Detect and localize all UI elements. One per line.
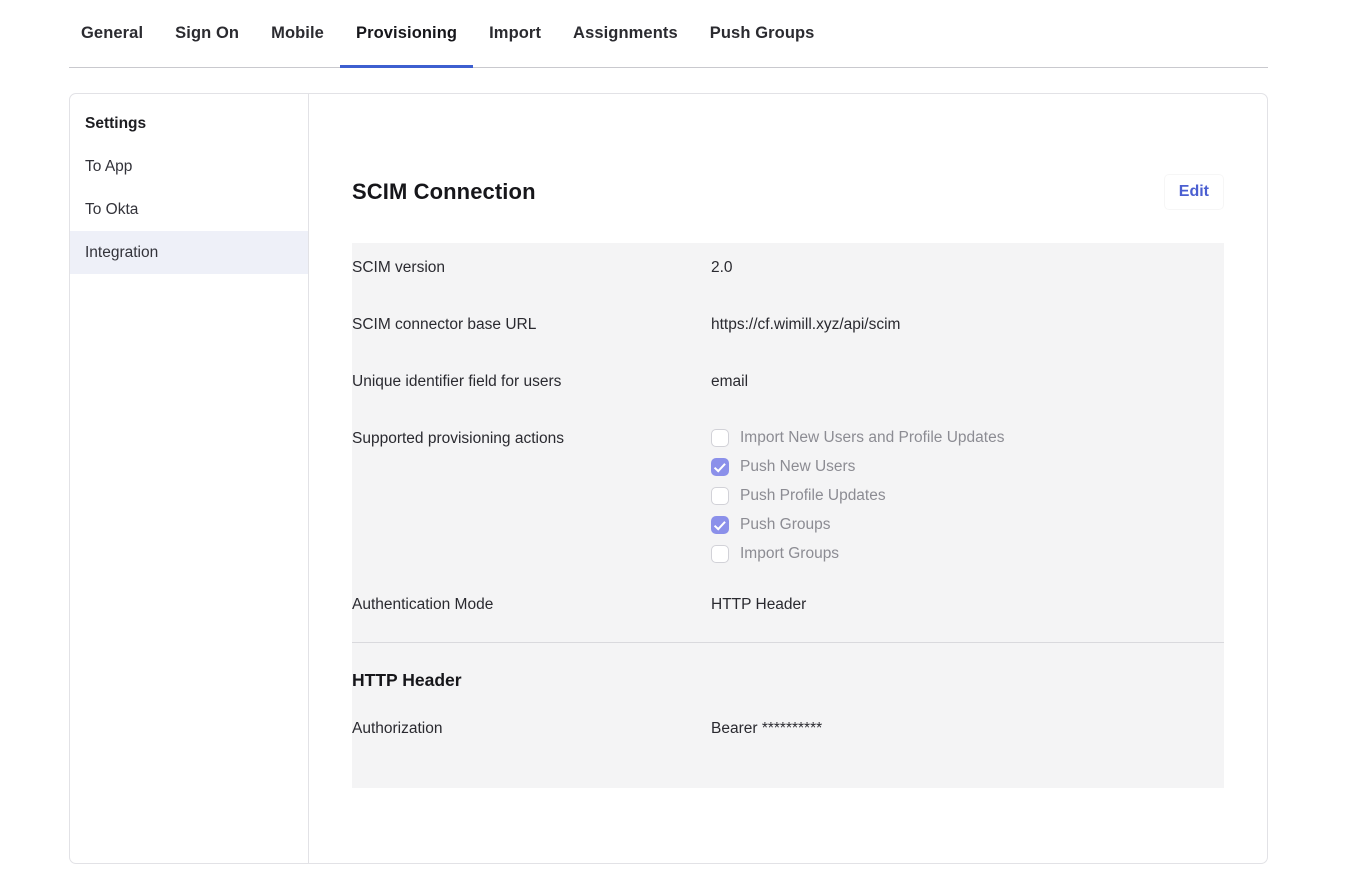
gray-block-bottom-padding bbox=[352, 760, 1224, 788]
sidebar-item-integration[interactable]: Integration bbox=[70, 231, 308, 274]
field-row-authentication-mode: Authentication Mode HTTP Header bbox=[352, 580, 1224, 642]
section-divider bbox=[352, 642, 1224, 643]
checkbox-icon[interactable] bbox=[711, 428, 729, 447]
tab-general[interactable]: General bbox=[69, 0, 159, 68]
checkbox-icon[interactable] bbox=[711, 486, 729, 505]
checkbox-row-import-groups[interactable]: Import Groups bbox=[711, 539, 1224, 568]
field-label: Supported provisioning actions bbox=[352, 430, 564, 447]
tab-assignments[interactable]: Assignments bbox=[557, 0, 694, 68]
checkbox-row-push-groups[interactable]: Push Groups bbox=[711, 510, 1224, 539]
sidebar-item-label: To Okta bbox=[85, 200, 139, 218]
scim-connection-details: SCIM version 2.0 SCIM connector base URL… bbox=[352, 243, 1224, 788]
provisioning-actions-list: Import New Users and Profile Updates Pus… bbox=[711, 414, 1224, 580]
field-value: Bearer ********** bbox=[711, 720, 823, 737]
tab-label: Push Groups bbox=[709, 24, 815, 42]
sidebar-item-settings: Settings bbox=[70, 102, 308, 145]
field-label: Authentication Mode bbox=[352, 596, 494, 613]
field-row-base-url: SCIM connector base URL https://cf.wimil… bbox=[352, 300, 1224, 357]
field-row-unique-identifier: Unique identifier field for users email bbox=[352, 357, 1224, 414]
tab-label: Provisioning bbox=[355, 24, 458, 42]
checkbox-row-push-new-users[interactable]: Push New Users bbox=[711, 452, 1224, 481]
tab-label: Sign On bbox=[175, 24, 240, 42]
edit-button[interactable]: Edit bbox=[1164, 174, 1224, 210]
integration-content: SCIM Connection Edit SCIM version 2.0 SC… bbox=[309, 94, 1267, 863]
tab-label: Assignments bbox=[573, 24, 678, 42]
checkbox-row-push-profile-updates[interactable]: Push Profile Updates bbox=[711, 481, 1224, 510]
field-label: SCIM version bbox=[352, 259, 446, 276]
tab-provisioning[interactable]: Provisioning bbox=[339, 0, 474, 68]
checkbox-checked-icon[interactable] bbox=[711, 515, 729, 534]
sidebar-item-to-app[interactable]: To App bbox=[70, 145, 308, 188]
field-label: SCIM connector base URL bbox=[352, 316, 537, 333]
sidebar-item-label: Settings bbox=[85, 114, 147, 132]
tab-mobile[interactable]: Mobile bbox=[255, 0, 340, 68]
field-row-scim-version: SCIM version 2.0 bbox=[352, 243, 1224, 300]
section-header: SCIM Connection Edit bbox=[352, 174, 1224, 210]
sidebar-item-to-okta[interactable]: To Okta bbox=[70, 188, 308, 231]
checkbox-label: Import Groups bbox=[740, 544, 840, 562]
tab-label: Mobile bbox=[271, 24, 324, 42]
field-label: Authorization bbox=[352, 720, 443, 737]
tab-label: General bbox=[81, 24, 144, 42]
field-row-supported-actions: Supported provisioning actions Import Ne… bbox=[352, 414, 1224, 580]
checkbox-row-import-new-users-and-profile-updates[interactable]: Import New Users and Profile Updates bbox=[711, 423, 1224, 452]
field-row-authorization: Authorization Bearer ********** bbox=[352, 691, 1224, 760]
tab-import[interactable]: Import bbox=[473, 0, 557, 68]
settings-sidebar: Settings To App To Okta Integration bbox=[70, 94, 309, 863]
checkbox-label: Push Groups bbox=[740, 515, 831, 533]
sidebar-item-label: Integration bbox=[85, 243, 159, 261]
tab-label: Import bbox=[489, 24, 542, 42]
field-value: 2.0 bbox=[711, 259, 733, 276]
checkbox-label: Push Profile Updates bbox=[740, 486, 886, 504]
field-value: https://cf.wimill.xyz/api/scim bbox=[711, 316, 901, 333]
tab-bar: General Sign On Mobile Provisioning Impo… bbox=[69, 0, 1268, 68]
field-label: Unique identifier field for users bbox=[352, 373, 562, 390]
http-header-title: HTTP Header bbox=[352, 670, 462, 690]
tab-sign-on[interactable]: Sign On bbox=[159, 0, 255, 68]
page-title: SCIM Connection bbox=[352, 179, 536, 204]
checkbox-label: Import New Users and Profile Updates bbox=[740, 428, 1005, 446]
field-value: email bbox=[711, 373, 749, 390]
field-value: HTTP Header bbox=[711, 596, 807, 613]
checkbox-icon[interactable] bbox=[711, 544, 729, 563]
tab-push-groups[interactable]: Push Groups bbox=[694, 0, 831, 68]
sidebar-item-label: To App bbox=[85, 157, 133, 175]
checkbox-label: Push New Users bbox=[740, 457, 856, 475]
provisioning-panel: Settings To App To Okta Integration SCIM… bbox=[69, 93, 1268, 864]
checkbox-checked-icon[interactable] bbox=[711, 457, 729, 476]
